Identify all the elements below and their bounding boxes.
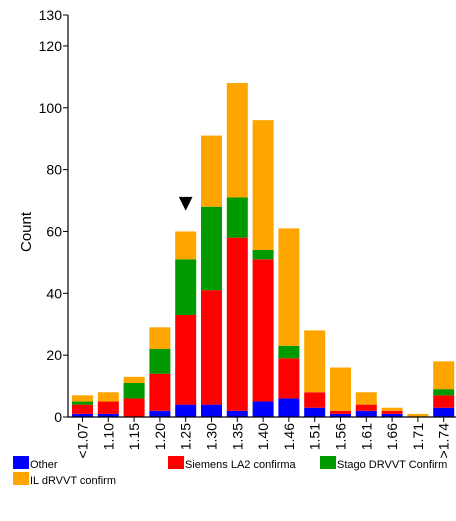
x-tick-label-8: 1.46 bbox=[281, 423, 297, 450]
x-tick-label-6: 1.35 bbox=[229, 423, 245, 450]
bar-il-drvvt-confirm-12 bbox=[381, 407, 403, 411]
bar-siemens-la2-confirma-6 bbox=[226, 237, 248, 411]
x-tick-label-7: 1.40 bbox=[255, 423, 271, 450]
bar-siemens-la2-confirma-10 bbox=[330, 410, 351, 414]
bar-siemens-la2-confirma-11 bbox=[355, 404, 377, 411]
legend-swatch-other bbox=[13, 456, 29, 469]
y-tick-label-20: 20 bbox=[46, 347, 62, 363]
bar-il-drvvt-confirm-14 bbox=[433, 361, 455, 390]
bar-il-drvvt-confirm-0 bbox=[72, 395, 93, 402]
y-tick-label-60: 60 bbox=[46, 223, 62, 239]
legend-label-other: Other bbox=[30, 459, 58, 471]
y-axis-title: Count bbox=[18, 211, 35, 252]
x-tick-label-10: 1.56 bbox=[333, 423, 349, 450]
bar-stago-drvvt-confirm-3 bbox=[149, 348, 171, 374]
legend: Other Siemens LA2 confirma Stago DRVVT Con… bbox=[13, 456, 447, 487]
x-tick-label-14: >1.74 bbox=[436, 423, 452, 459]
bar-stago-drvvt-confirm-2 bbox=[123, 382, 145, 399]
legend-label-stago-drvvt-confirm: Stago DRVVT Confirm bbox=[337, 459, 447, 471]
bar-siemens-la2-confirma-8 bbox=[278, 358, 300, 399]
bar-il-drvvt-confirm-9 bbox=[304, 330, 326, 393]
legend-swatch-siemens-la2-confirma bbox=[168, 456, 184, 469]
bar-siemens-la2-confirma-4 bbox=[175, 314, 197, 405]
peak-marker: ▼ bbox=[179, 193, 193, 214]
bar-il-drvvt-confirm-13 bbox=[407, 413, 429, 417]
bar-siemens-la2-confirma-3 bbox=[149, 373, 171, 411]
bar-other-1 bbox=[97, 413, 119, 417]
bar-stago-drvvt-confirm-7 bbox=[252, 250, 274, 260]
x-tick-label-4: 1.25 bbox=[178, 423, 194, 450]
bar-stago-drvvt-confirm-8 bbox=[278, 345, 300, 359]
bar-siemens-la2-confirma-5 bbox=[201, 290, 222, 405]
bars-layer bbox=[72, 83, 455, 417]
legend-label-siemens-la2-confirma: Siemens LA2 confirma bbox=[185, 459, 297, 471]
legend-swatch-il-drvvt-confirm bbox=[13, 472, 29, 485]
bar-il-drvvt-confirm-5 bbox=[201, 135, 222, 207]
bar-other-12 bbox=[381, 413, 403, 417]
y-tick-label-120: 120 bbox=[39, 38, 63, 54]
y-tick-label-130: 130 bbox=[39, 7, 63, 23]
bar-other-9 bbox=[304, 407, 326, 417]
bar-stago-drvvt-confirm-0 bbox=[72, 401, 93, 405]
bar-il-drvvt-confirm-6 bbox=[226, 83, 248, 198]
y-tick-label-40: 40 bbox=[46, 285, 62, 301]
bar-il-drvvt-confirm-10 bbox=[330, 367, 351, 411]
x-tick-label-11: 1.61 bbox=[358, 423, 374, 450]
bar-il-drvvt-confirm-11 bbox=[355, 392, 377, 405]
bar-other-8 bbox=[278, 398, 300, 417]
bar-stago-drvvt-confirm-5 bbox=[201, 206, 222, 291]
x-tick-label-5: 1.30 bbox=[204, 423, 220, 450]
bar-other-6 bbox=[226, 410, 248, 417]
x-tick-label-2: 1.15 bbox=[126, 423, 142, 450]
bar-siemens-la2-confirma-2 bbox=[123, 398, 145, 417]
bar-other-10 bbox=[330, 413, 351, 417]
x-tick-label-3: 1.20 bbox=[152, 423, 168, 450]
bar-stago-drvvt-confirm-6 bbox=[226, 197, 248, 238]
bar-other-14 bbox=[433, 407, 455, 417]
bar-siemens-la2-confirma-12 bbox=[381, 410, 403, 414]
x-tick-label-13: 1.71 bbox=[410, 423, 426, 450]
bar-il-drvvt-confirm-4 bbox=[175, 231, 197, 260]
axes-layer: 0 20 40 60 80 100 120 130 <1.07 1.10 1.15 1.20 1.25 1… bbox=[39, 7, 456, 458]
bar-il-drvvt-confirm-2 bbox=[123, 376, 145, 383]
legend-swatch-stago-drvvt-confirm bbox=[320, 456, 336, 469]
bar-il-drvvt-confirm-3 bbox=[149, 327, 171, 349]
y-tick-label-0: 0 bbox=[54, 409, 62, 425]
bar-other-5 bbox=[201, 404, 222, 417]
bar-siemens-la2-confirma-9 bbox=[304, 392, 326, 408]
bar-stago-drvvt-confirm-4 bbox=[175, 259, 197, 315]
bar-other-4 bbox=[175, 404, 197, 417]
bar-siemens-la2-confirma-14 bbox=[433, 395, 455, 408]
x-tick-label-12: 1.66 bbox=[384, 423, 400, 450]
bar-other-3 bbox=[149, 410, 171, 417]
bar-il-drvvt-confirm-7 bbox=[252, 120, 274, 251]
bar-il-drvvt-confirm-8 bbox=[278, 228, 300, 346]
y-tick-label-100: 100 bbox=[39, 100, 63, 116]
bar-siemens-la2-confirma-0 bbox=[72, 404, 93, 414]
bar-siemens-la2-confirma-7 bbox=[252, 259, 274, 402]
bar-siemens-la2-confirma-1 bbox=[97, 401, 119, 414]
y-tick-label-80: 80 bbox=[46, 162, 62, 178]
legend-label-il-drvvt-confirm: IL dRVVT confirm bbox=[30, 475, 116, 487]
bar-stago-drvvt-confirm-14 bbox=[433, 389, 455, 396]
bar-il-drvvt-confirm-1 bbox=[97, 392, 119, 402]
bar-other-11 bbox=[355, 410, 377, 417]
x-tick-label-9: 1.51 bbox=[307, 423, 323, 450]
x-tick-label-1: 1.10 bbox=[100, 423, 116, 450]
bar-other-0 bbox=[72, 413, 93, 417]
bar-other-7 bbox=[252, 401, 274, 417]
x-tick-label-0: <1.07 bbox=[75, 423, 91, 459]
